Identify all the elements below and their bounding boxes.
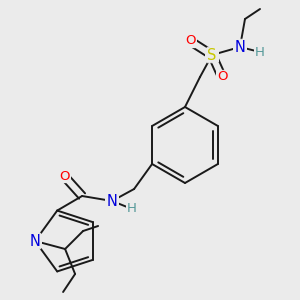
Bar [254, 46, 266, 58]
Bar [126, 203, 138, 215]
Text: O: O [217, 70, 227, 83]
Text: H: H [255, 46, 265, 59]
Text: O: O [59, 169, 69, 182]
Bar [184, 34, 196, 47]
Bar [58, 169, 70, 182]
Text: N: N [107, 194, 118, 208]
Bar [105, 194, 119, 208]
Text: H: H [127, 202, 137, 215]
Bar [28, 234, 42, 248]
Text: N: N [30, 233, 40, 248]
Bar [205, 48, 219, 62]
Text: S: S [207, 47, 217, 62]
Bar [215, 70, 229, 83]
Text: O: O [185, 34, 195, 47]
Bar [233, 40, 247, 54]
Text: N: N [235, 40, 245, 55]
